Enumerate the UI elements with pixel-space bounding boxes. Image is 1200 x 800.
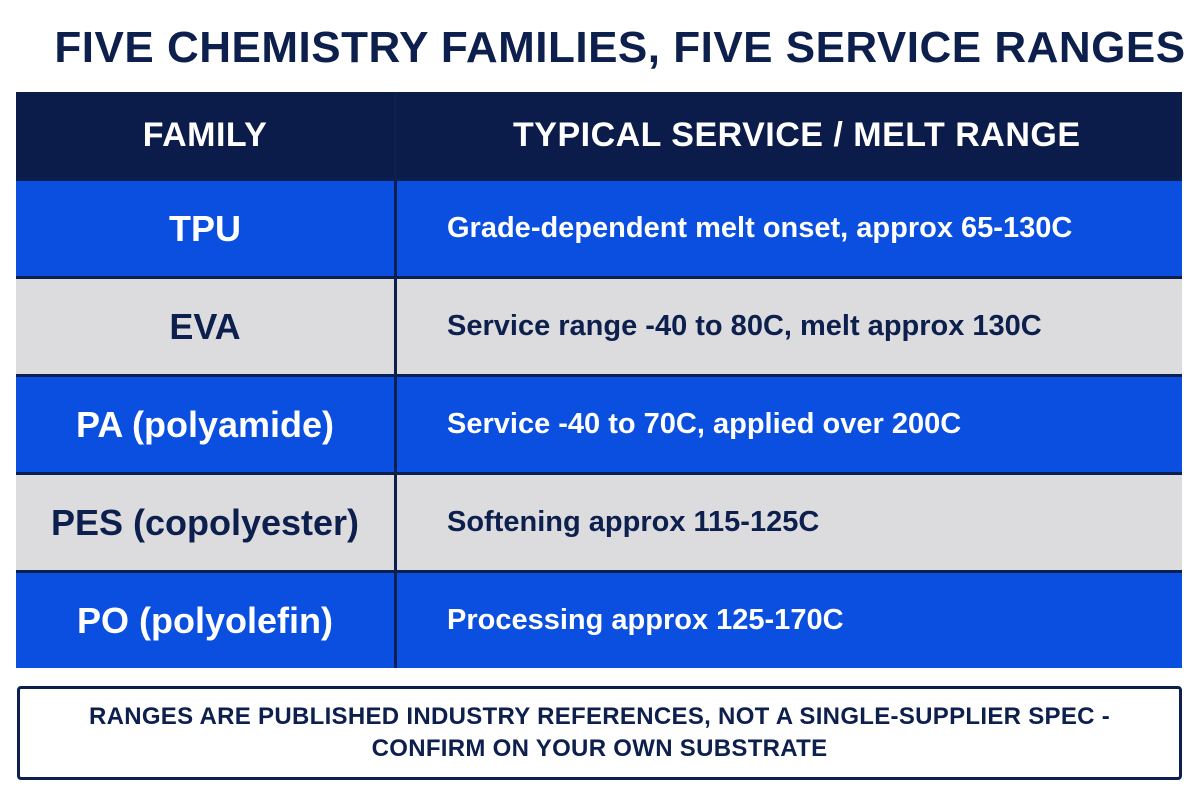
family-cell-pa: PA (polyamide): [16, 377, 394, 472]
disclaimer-note: RANGES ARE PUBLISHED INDUSTRY REFERENCES…: [17, 686, 1182, 780]
family-cell-pes: PES (copolyester): [16, 475, 394, 570]
page-title: FIVE CHEMISTRY FAMILIES, FIVE SERVICE RA…: [54, 23, 1186, 72]
family-cell-tpu: TPU: [16, 181, 394, 276]
disclaimer-line-2: CONFIRM ON YOUR OWN SUBSTRATE: [371, 735, 828, 762]
range-cell-tpu: Grade-dependent melt onset, approx 65-13…: [397, 181, 1182, 276]
range-cell-po: Processing approx 125-170C: [397, 573, 1182, 668]
family-cell-po: PO (polyolefin): [16, 573, 394, 668]
disclaimer-line-1: RANGES ARE PUBLISHED INDUSTRY REFERENCES…: [88, 703, 1111, 730]
header-range: TYPICAL SERVICE / MELT RANGE: [397, 92, 1182, 178]
range-cell-pa: Service -40 to 70C, applied over 200C: [397, 377, 1182, 472]
header-family: FAMILY: [16, 92, 394, 178]
chemistry-table: FAMILY TYPICAL SERVICE / MELT RANGE TPU …: [16, 92, 1182, 668]
range-cell-eva: Service range -40 to 80C, melt approx 13…: [397, 279, 1182, 374]
family-cell-eva: EVA: [16, 279, 394, 374]
range-cell-pes: Softening approx 115-125C: [397, 475, 1182, 570]
